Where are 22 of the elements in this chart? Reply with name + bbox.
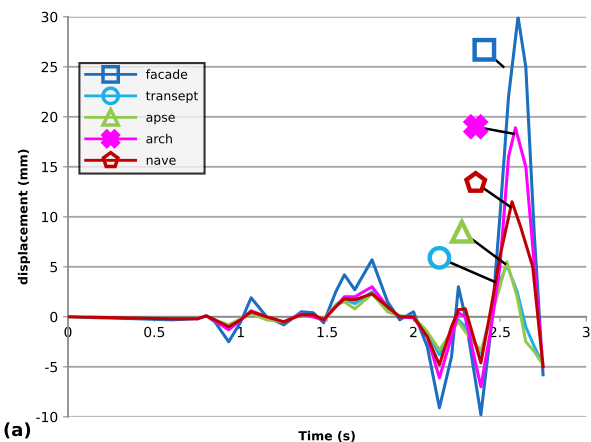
y-tick-label: 0: [50, 312, 58, 322]
y-tick-label: -5: [45, 362, 58, 372]
y-tick-label: 15: [42, 162, 58, 172]
y-tick-label: 20: [42, 112, 58, 122]
x-tick-label: 1: [238, 326, 244, 338]
legend-label: arch: [146, 134, 172, 144]
y-axis-title: displacement (mm): [18, 150, 30, 284]
y-tick-label: 25: [42, 62, 58, 72]
y-tick-label: -10: [36, 412, 58, 422]
x-tick-label: 2: [410, 326, 417, 338]
y-tick-label: 10: [42, 212, 58, 222]
legend-label: nave: [146, 158, 176, 165]
x-tick-label: 0.5: [144, 326, 164, 338]
x-tick-label: 3: [582, 326, 590, 338]
legend-label: transept: [146, 91, 198, 103]
y-tick-label: 5: [50, 262, 58, 272]
legend-label: facade: [146, 69, 188, 79]
y-tick-label: 30: [42, 12, 58, 22]
text: (a): [4, 422, 30, 438]
x-axis-title: Time (s): [298, 430, 355, 442]
legend-label: apse: [146, 114, 175, 124]
x-tick-label: 1.5: [318, 326, 337, 338]
